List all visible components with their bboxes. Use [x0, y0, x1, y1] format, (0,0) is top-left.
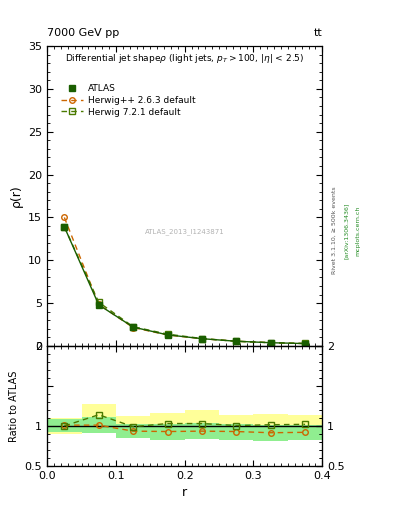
Text: Rivet 3.1.10, ≥ 500k events: Rivet 3.1.10, ≥ 500k events	[332, 186, 337, 274]
X-axis label: r: r	[182, 486, 187, 499]
Text: 7000 GeV pp: 7000 GeV pp	[47, 28, 119, 38]
Y-axis label: Ratio to ATLAS: Ratio to ATLAS	[9, 370, 19, 442]
Text: mcplots.cern.ch: mcplots.cern.ch	[356, 205, 361, 255]
Text: Differential jet shape$\rho$ (light jets, $p_T$$>$100, $|\eta|$ < 2.5): Differential jet shape$\rho$ (light jets…	[65, 52, 305, 65]
Text: [arXiv:1306.3436]: [arXiv:1306.3436]	[344, 202, 349, 259]
Y-axis label: ρ(r): ρ(r)	[9, 185, 23, 207]
Legend: ATLAS, Herwig++ 2.6.3 default, Herwig 7.2.1 default: ATLAS, Herwig++ 2.6.3 default, Herwig 7.…	[57, 80, 199, 120]
Text: tt: tt	[314, 28, 322, 38]
Text: ATLAS_2013_I1243871: ATLAS_2013_I1243871	[145, 229, 224, 236]
